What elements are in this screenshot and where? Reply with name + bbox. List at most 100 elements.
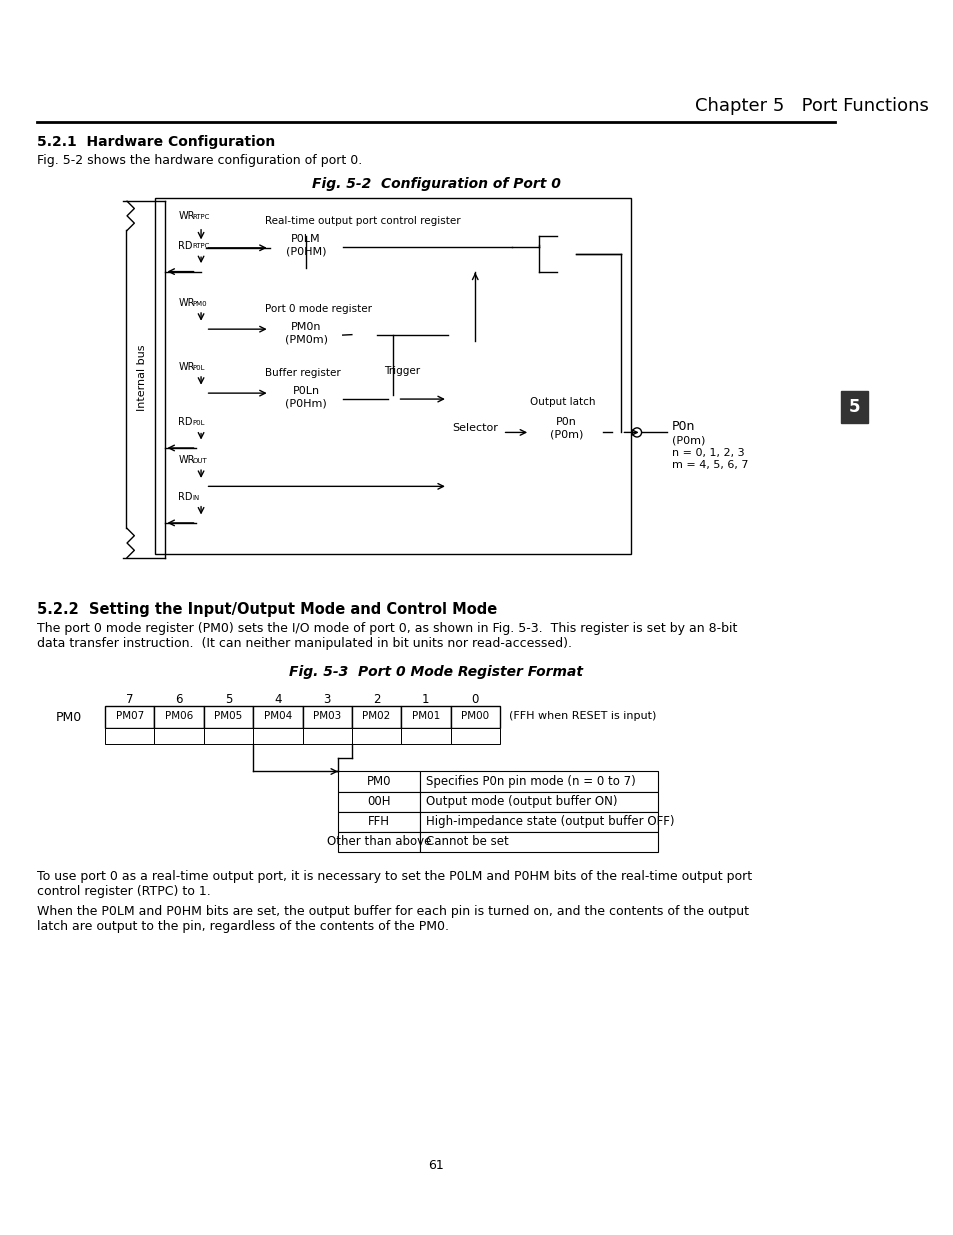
Text: FFH: FFH <box>368 815 390 829</box>
Text: Other than above: Other than above <box>327 835 431 848</box>
Text: P0L: P0L <box>193 364 205 370</box>
Text: Buffer register: Buffer register <box>265 368 340 378</box>
Text: n = 0, 1, 2, 3: n = 0, 1, 2, 3 <box>671 448 743 458</box>
Text: Output latch: Output latch <box>530 396 595 406</box>
Bar <box>530 410 602 456</box>
Circle shape <box>632 427 641 437</box>
Bar <box>450 727 499 743</box>
Circle shape <box>196 443 206 452</box>
Text: PM00: PM00 <box>460 711 489 721</box>
Text: (P0m): (P0m) <box>671 436 704 446</box>
Bar <box>420 832 658 852</box>
Bar <box>840 391 867 424</box>
Text: (P0HM): (P0HM) <box>286 247 326 257</box>
Text: P0n: P0n <box>671 420 695 433</box>
Text: 4: 4 <box>274 693 281 706</box>
Text: P0L: P0L <box>193 420 205 426</box>
Text: Specifies P0n pin mode (n = 0 to 7): Specifies P0n pin mode (n = 0 to 7) <box>425 776 635 788</box>
Text: 5: 5 <box>848 398 860 416</box>
Text: P0n: P0n <box>556 417 577 427</box>
Text: Trigger: Trigger <box>383 366 419 375</box>
Bar <box>155 198 630 555</box>
Bar <box>447 341 502 501</box>
Text: Port 0 mode register: Port 0 mode register <box>265 304 372 314</box>
Circle shape <box>196 325 206 333</box>
Bar <box>401 705 450 727</box>
Circle shape <box>370 331 377 338</box>
Bar <box>105 705 154 727</box>
Text: Cannot be set: Cannot be set <box>425 835 508 848</box>
Bar <box>420 772 658 792</box>
Bar <box>420 792 658 811</box>
Bar <box>420 811 658 832</box>
Text: Internal bus: Internal bus <box>136 345 147 411</box>
Circle shape <box>196 482 206 492</box>
Text: 7: 7 <box>126 693 133 706</box>
Bar <box>154 705 204 727</box>
Text: 5.2.1  Hardware Configuration: 5.2.1 Hardware Configuration <box>36 136 274 149</box>
Bar <box>337 811 420 832</box>
Text: P0LM: P0LM <box>291 235 320 245</box>
Text: PM07: PM07 <box>115 711 144 721</box>
Bar <box>204 727 253 743</box>
Bar <box>270 378 342 420</box>
Bar <box>302 727 352 743</box>
Text: 5.2.2  Setting the Input/Output Mode and Control Mode: 5.2.2 Setting the Input/Output Mode and … <box>36 601 497 616</box>
Text: 1: 1 <box>421 693 429 706</box>
Text: WR: WR <box>178 211 194 221</box>
Bar <box>105 727 154 743</box>
Text: To use port 0 as a real-time output port, it is necessary to set the P0LM and P0: To use port 0 as a real-time output port… <box>36 871 751 898</box>
Text: Output mode (output buffer ON): Output mode (output buffer ON) <box>425 795 617 808</box>
Text: 0: 0 <box>471 693 478 706</box>
Text: 3: 3 <box>323 693 331 706</box>
Text: WR: WR <box>178 456 194 466</box>
Text: Fig. 5-2 shows the hardware configuration of port 0.: Fig. 5-2 shows the hardware configuratio… <box>36 153 361 167</box>
Text: (P0Hm): (P0Hm) <box>285 399 327 409</box>
Text: (P0m): (P0m) <box>549 430 582 440</box>
Text: The port 0 mode register (PM0) sets the I/O mode of port 0, as shown in Fig. 5-3: The port 0 mode register (PM0) sets the … <box>36 621 736 650</box>
Bar <box>352 705 401 727</box>
Bar <box>302 705 352 727</box>
Circle shape <box>196 267 206 277</box>
Polygon shape <box>612 421 632 443</box>
Text: PM0: PM0 <box>367 776 391 788</box>
Circle shape <box>388 394 397 404</box>
Text: RD: RD <box>178 417 193 427</box>
Text: PM0n: PM0n <box>291 322 321 332</box>
Text: Fig. 5-3  Port 0 Mode Register Format: Fig. 5-3 Port 0 Mode Register Format <box>289 666 582 679</box>
Circle shape <box>196 243 206 252</box>
Text: PM05: PM05 <box>214 711 242 721</box>
Text: Selector: Selector <box>452 424 497 433</box>
Text: PM01: PM01 <box>412 711 439 721</box>
Text: High-impedance state (output buffer OFF): High-impedance state (output buffer OFF) <box>425 815 674 829</box>
Bar <box>450 705 499 727</box>
Text: 6: 6 <box>175 693 183 706</box>
Bar <box>337 772 420 792</box>
Text: (PM0m): (PM0m) <box>284 335 327 345</box>
Text: RTPC: RTPC <box>193 243 210 249</box>
Text: P0Ln: P0Ln <box>293 385 319 396</box>
Bar <box>253 727 302 743</box>
Bar <box>270 227 342 268</box>
Text: 2: 2 <box>373 693 380 706</box>
Polygon shape <box>352 326 370 343</box>
Text: WR: WR <box>178 362 194 372</box>
Text: 5: 5 <box>225 693 232 706</box>
Bar <box>401 727 450 743</box>
Text: RTPC: RTPC <box>193 214 210 220</box>
Bar <box>154 727 204 743</box>
Text: RD: RD <box>178 241 193 251</box>
Text: m = 4, 5, 6, 7: m = 4, 5, 6, 7 <box>671 461 747 471</box>
Text: OUT: OUT <box>193 458 208 464</box>
Bar <box>270 315 342 356</box>
Bar <box>337 832 420 852</box>
Text: 00H: 00H <box>367 795 391 808</box>
Text: PM0: PM0 <box>56 711 82 724</box>
Text: PM06: PM06 <box>165 711 193 721</box>
Text: PM04: PM04 <box>263 711 292 721</box>
Circle shape <box>196 389 206 398</box>
Bar <box>352 727 401 743</box>
Text: Fig. 5-2  Configuration of Port 0: Fig. 5-2 Configuration of Port 0 <box>312 177 559 190</box>
Text: When the P0LM and P0HM bits are set, the output buffer for each pin is turned on: When the P0LM and P0HM bits are set, the… <box>36 905 748 932</box>
Bar <box>253 705 302 727</box>
